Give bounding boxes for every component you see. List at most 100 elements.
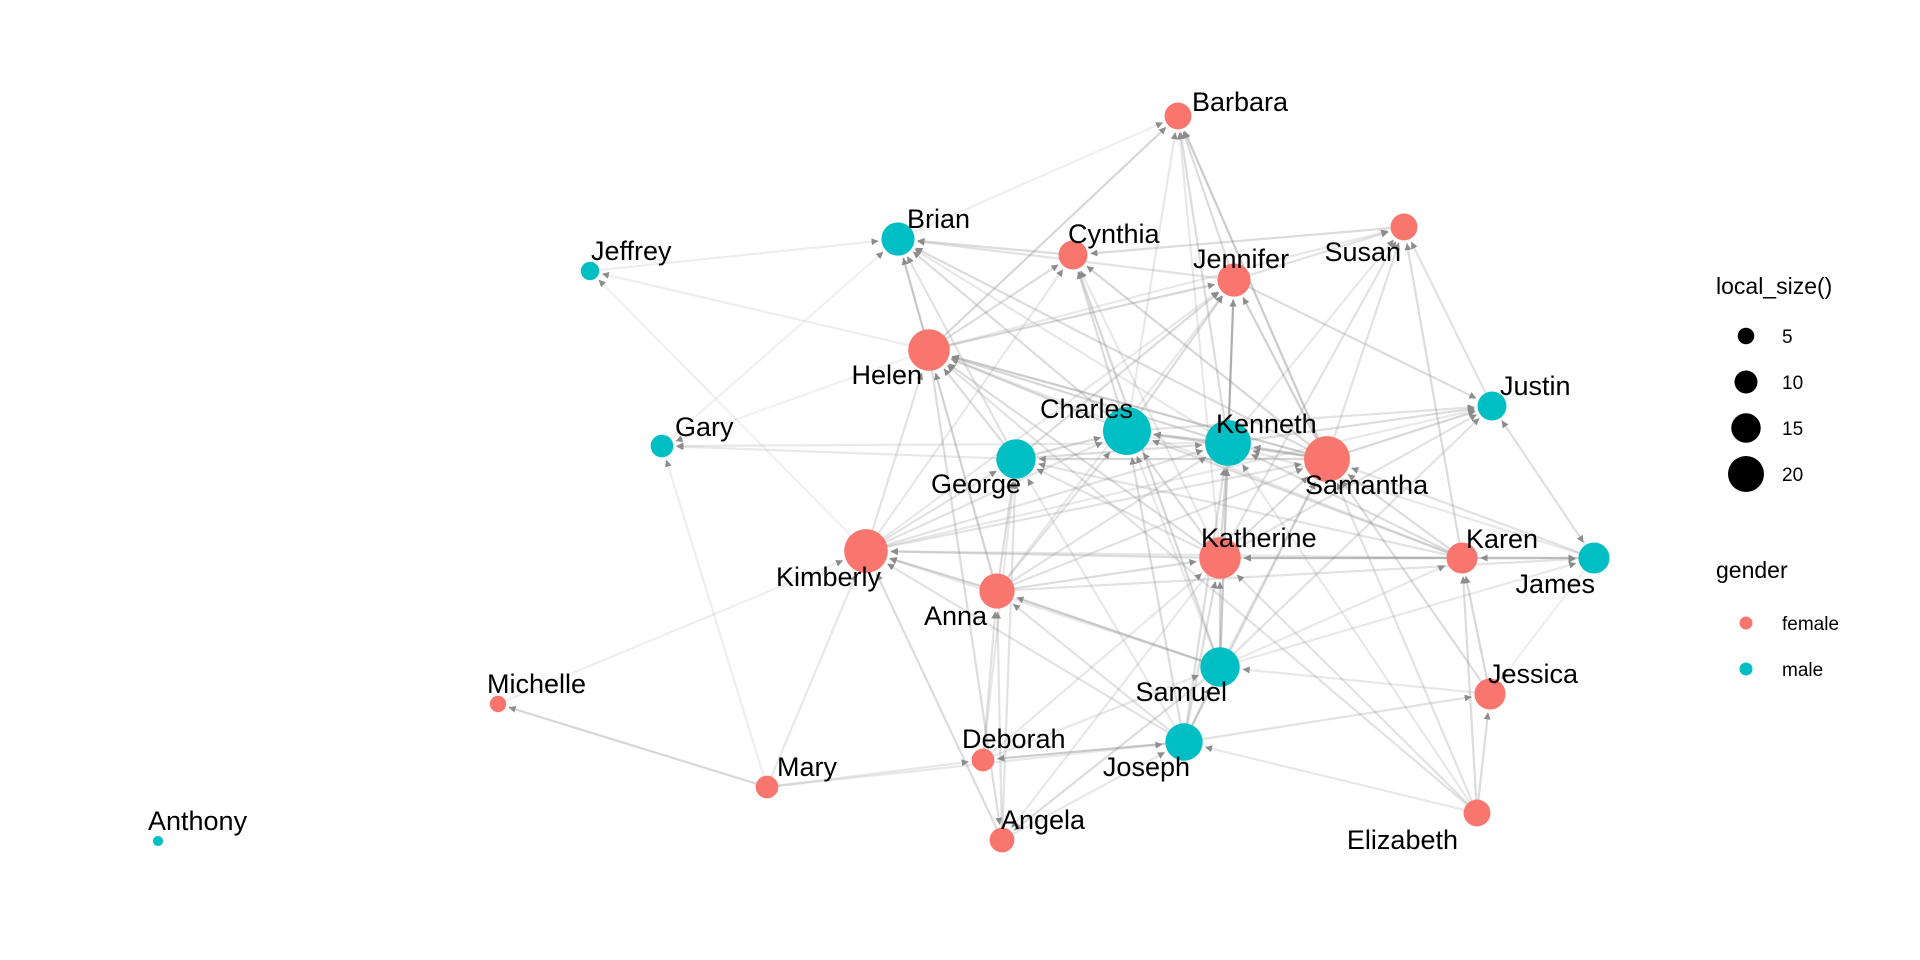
edge-kenneth-jennifer [1226, 299, 1237, 444]
edge-jeffrey-brian [589, 238, 879, 273]
node-label-deborah: Deborah [962, 724, 1066, 754]
node-george[interactable] [996, 439, 1036, 479]
edge-samantha-barbara [1183, 130, 1329, 460]
node-samuel[interactable] [1200, 647, 1240, 687]
node-gary[interactable] [650, 434, 674, 458]
edge-karen-susan [1404, 243, 1464, 559]
node-label-charles: Charles [1040, 394, 1133, 424]
node-label-gary: Gary [675, 412, 734, 442]
node-label-samuel: Samuel [1135, 677, 1227, 707]
node-label-helen: Helen [851, 360, 922, 390]
edge-katherine-angela [1010, 557, 1221, 829]
node-james[interactable] [1578, 542, 1610, 574]
edge-samantha-jennifer [1242, 296, 1328, 460]
edge-joseph-katherine [1182, 581, 1218, 743]
color-legend-key-male [1739, 662, 1753, 676]
edge-anna-charles [996, 451, 1111, 592]
node-elizabeth[interactable] [1463, 799, 1491, 827]
node-justin[interactable] [1477, 391, 1507, 421]
node-katherine[interactable] [1199, 537, 1241, 579]
node-jennifer[interactable] [1217, 263, 1251, 297]
node-susan[interactable] [1390, 213, 1418, 241]
node-label-kenneth: Kenneth [1216, 409, 1317, 439]
node-label-jessica: Jessica [1488, 659, 1579, 689]
node-label-katherine: Katherine [1201, 523, 1317, 553]
node-michelle[interactable] [489, 695, 507, 713]
edge-karen-kenneth [1250, 453, 1463, 559]
node-angela[interactable] [989, 827, 1015, 853]
edge-angela-kimberly [875, 573, 1003, 841]
edge-katherine-helen [947, 362, 1221, 559]
edge-deborah-katherine [982, 572, 1203, 761]
edge-samuel-angela [1013, 666, 1221, 832]
edge-mary-kimberly [765, 573, 858, 788]
edge-samantha-justin [1326, 410, 1476, 461]
edge-charles-helen [950, 357, 1128, 433]
node-samantha[interactable] [1304, 436, 1350, 482]
edge-joseph-jessica [1183, 694, 1472, 744]
edge-jessica-samantha [1340, 479, 1491, 695]
edge-kimberly-cynthia [865, 268, 1064, 552]
node-kenneth[interactable] [1205, 420, 1251, 466]
edge-charles-justin [1126, 404, 1475, 433]
edge-james-samantha [1350, 466, 1595, 560]
edge-george-brian [906, 255, 1017, 460]
size-legend-label: 10 [1782, 373, 1803, 394]
edge-samuel-jennifer [1218, 299, 1237, 668]
edge-samuel-james [1219, 561, 1577, 669]
edge-charles-jennifer [1126, 295, 1224, 432]
node-mary[interactable] [755, 775, 779, 799]
color-legend: female male [1739, 614, 1839, 681]
size-legend-label: 15 [1782, 419, 1803, 440]
node-helen[interactable] [908, 329, 950, 371]
node-label-jeffrey: Jeffrey [591, 236, 672, 266]
node-cynthia[interactable] [1058, 240, 1088, 270]
node-charles[interactable] [1103, 407, 1151, 455]
node-kimberly[interactable] [844, 529, 888, 573]
edge-kimberly-justin [865, 408, 1476, 553]
node-karen[interactable] [1446, 542, 1478, 574]
node-anna[interactable] [979, 573, 1015, 609]
edge-kenneth-helen [951, 355, 1229, 445]
node-anthony[interactable] [152, 835, 164, 847]
node-label-susan: Susan [1324, 237, 1401, 267]
node-label-james: James [1515, 569, 1595, 599]
size-legend-key [1734, 370, 1758, 394]
node-jeffrey[interactable] [580, 261, 600, 281]
edge-samuel-samantha [1219, 481, 1317, 668]
edge-justin-susan [1410, 241, 1493, 407]
node-joseph[interactable] [1165, 723, 1203, 761]
edge-helen-angela [927, 349, 1003, 825]
edge-elizabeth-jessica [1475, 712, 1491, 814]
node-brian[interactable] [881, 222, 915, 256]
edge-anna-helen [933, 372, 999, 592]
edge-kimberly-samantha [865, 462, 1302, 553]
edge-charles-barbara [1125, 132, 1178, 432]
edge-deborah-samuel [982, 674, 1200, 762]
edge-kimberly-charles [865, 441, 1103, 552]
edge-karen-kimberly [890, 547, 1463, 560]
node-barbara[interactable] [1164, 102, 1192, 130]
node-label-jennifer: Jennifer [1193, 244, 1289, 274]
edge-susan-cynthia [1090, 225, 1405, 257]
edge-helen-jeffrey [601, 271, 930, 352]
edge-samuel-karen [1219, 564, 1446, 669]
edge-kimberly-helen [864, 372, 924, 552]
color-legend-label-male: male [1782, 660, 1823, 681]
size-legend-title: local_size() [1716, 273, 1832, 299]
edge-kimberly-kenneth [865, 449, 1204, 553]
node-label-justin: Justin [1500, 371, 1571, 401]
node-jessica[interactable] [1474, 678, 1506, 710]
edge-kenneth-susan [1227, 239, 1395, 444]
edge-deborah-anna [981, 611, 999, 761]
edge-helen-susan [928, 229, 1389, 352]
edge-katherine-cynthia [1079, 270, 1221, 559]
size-legend: 5 10 15 20 [1728, 327, 1803, 492]
size-legend-key [1737, 327, 1755, 345]
edge-joseph-george [1026, 478, 1185, 743]
edge-anna-katherine [996, 559, 1197, 593]
edge-karen-samantha [1347, 473, 1463, 559]
node-deborah[interactable] [971, 748, 995, 772]
edge-kimberly-jennifer [865, 290, 1219, 552]
edge-mary-michelle [508, 706, 768, 789]
